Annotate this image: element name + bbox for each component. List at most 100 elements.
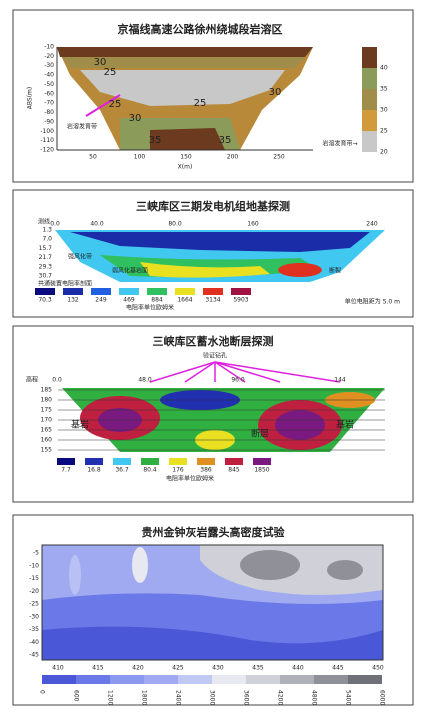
label: 25 xyxy=(104,67,117,78)
label: -20 xyxy=(29,588,39,595)
label: 30.7 xyxy=(39,273,53,280)
label: 200 xyxy=(227,154,239,161)
label: -45 xyxy=(29,652,39,659)
drill-label: 验证钻孔 xyxy=(203,352,227,360)
label: 5903 xyxy=(233,297,248,304)
label: -10 xyxy=(44,44,54,51)
label: 155 xyxy=(41,447,53,454)
label: 420 xyxy=(132,665,144,672)
label: X(m) xyxy=(178,164,193,171)
colorbar-swatch xyxy=(76,675,110,684)
label: 断裂 xyxy=(329,267,341,275)
colorbar-swatch xyxy=(362,47,377,68)
label: 3600 xyxy=(243,690,250,705)
label: 21.7 xyxy=(39,254,53,261)
label: 高程 xyxy=(26,376,38,384)
label: -110 xyxy=(40,137,54,144)
label: -5 xyxy=(33,550,39,557)
label: -40 xyxy=(29,639,39,646)
label: 25 xyxy=(109,99,122,110)
label: 40.0 xyxy=(90,221,104,228)
label: 180 xyxy=(41,397,53,404)
colorbar-swatch xyxy=(362,131,377,152)
panel-title: 三峡库区蓄水池断层探测 xyxy=(153,334,274,348)
label: 845 xyxy=(228,467,240,474)
label: 测线 xyxy=(38,218,50,226)
label: 445 xyxy=(332,665,344,672)
label: 160 xyxy=(247,221,259,228)
legend-swatch xyxy=(35,288,55,295)
label: 25 xyxy=(194,98,207,109)
colorbar-swatch xyxy=(212,675,246,684)
label: 80.4 xyxy=(143,467,157,474)
label: 469 xyxy=(123,297,135,304)
legend-swatch xyxy=(225,458,243,465)
colorbar-swatch xyxy=(348,675,382,684)
colorbar-swatch xyxy=(144,675,178,684)
label: 40 xyxy=(380,65,388,72)
label: 3134 xyxy=(205,297,220,304)
label: 600 xyxy=(73,690,80,702)
panel-title: 京福线高速公路徐州绕城段岩溶区 xyxy=(118,22,283,36)
legend-swatch xyxy=(113,458,131,465)
label: -20 xyxy=(44,53,54,60)
label: ABS(m) xyxy=(27,87,34,109)
section-2 xyxy=(55,230,385,282)
panel-title: 贵州金钟灰岩露头高密度试验 xyxy=(142,525,286,539)
label: 岩溶发育带→ xyxy=(322,140,357,148)
label: -80 xyxy=(44,109,54,116)
label: -30 xyxy=(29,613,39,620)
label: 30 xyxy=(129,113,142,124)
legend-swatch xyxy=(119,288,139,295)
label: 30 xyxy=(380,107,388,114)
legend-swatch xyxy=(57,458,75,465)
colorbar-swatch xyxy=(362,110,377,131)
colorbar-swatch xyxy=(280,675,314,684)
section-1 xyxy=(57,47,313,150)
label: 15.7 xyxy=(39,245,53,252)
label: -70 xyxy=(44,100,54,107)
label: 30 xyxy=(94,57,107,68)
label: 410 xyxy=(52,665,64,672)
plot-frame xyxy=(41,544,384,661)
colorbar-swatch xyxy=(314,675,348,684)
label: 6000 xyxy=(379,690,386,705)
label: 150 xyxy=(180,154,192,161)
label: -10 xyxy=(29,562,39,569)
label: -40 xyxy=(44,72,54,79)
label: 7.7 xyxy=(61,467,71,474)
label: -15 xyxy=(29,575,39,582)
label: 144 xyxy=(334,377,346,384)
panel-title: 三峡库区三期发电机组地基探测 xyxy=(136,199,290,213)
legend-swatch xyxy=(175,288,195,295)
label: 70.3 xyxy=(38,297,52,304)
drill-arrows xyxy=(149,361,341,383)
label: 425 xyxy=(172,665,184,672)
label: 7.0 xyxy=(42,236,52,243)
label: 440 xyxy=(292,665,304,672)
label: 1200 xyxy=(107,690,114,705)
label: 48.0 xyxy=(138,377,152,384)
legend-swatch xyxy=(147,288,167,295)
label: 单位电阻距为 5.0 m xyxy=(345,298,400,306)
label: 96.0 xyxy=(231,377,245,384)
label: 35 xyxy=(380,86,388,93)
label: -100 xyxy=(40,128,54,135)
legend-swatch xyxy=(197,458,215,465)
label: 884 xyxy=(151,297,163,304)
label: 175 xyxy=(41,407,53,414)
label: 1664 xyxy=(177,297,192,304)
legend-swatch xyxy=(169,458,187,465)
label: 基岩 xyxy=(336,419,354,431)
colorbar-swatch xyxy=(42,675,76,684)
colorbar-swatch xyxy=(178,675,212,684)
label: 450 xyxy=(372,665,384,672)
label: 3000 xyxy=(209,690,216,705)
label: 1.3 xyxy=(42,227,52,234)
label: 16.8 xyxy=(87,467,101,474)
label: 170 xyxy=(41,417,53,424)
label: 185 xyxy=(41,387,53,394)
arrow xyxy=(85,94,121,117)
section-4 xyxy=(42,545,383,660)
